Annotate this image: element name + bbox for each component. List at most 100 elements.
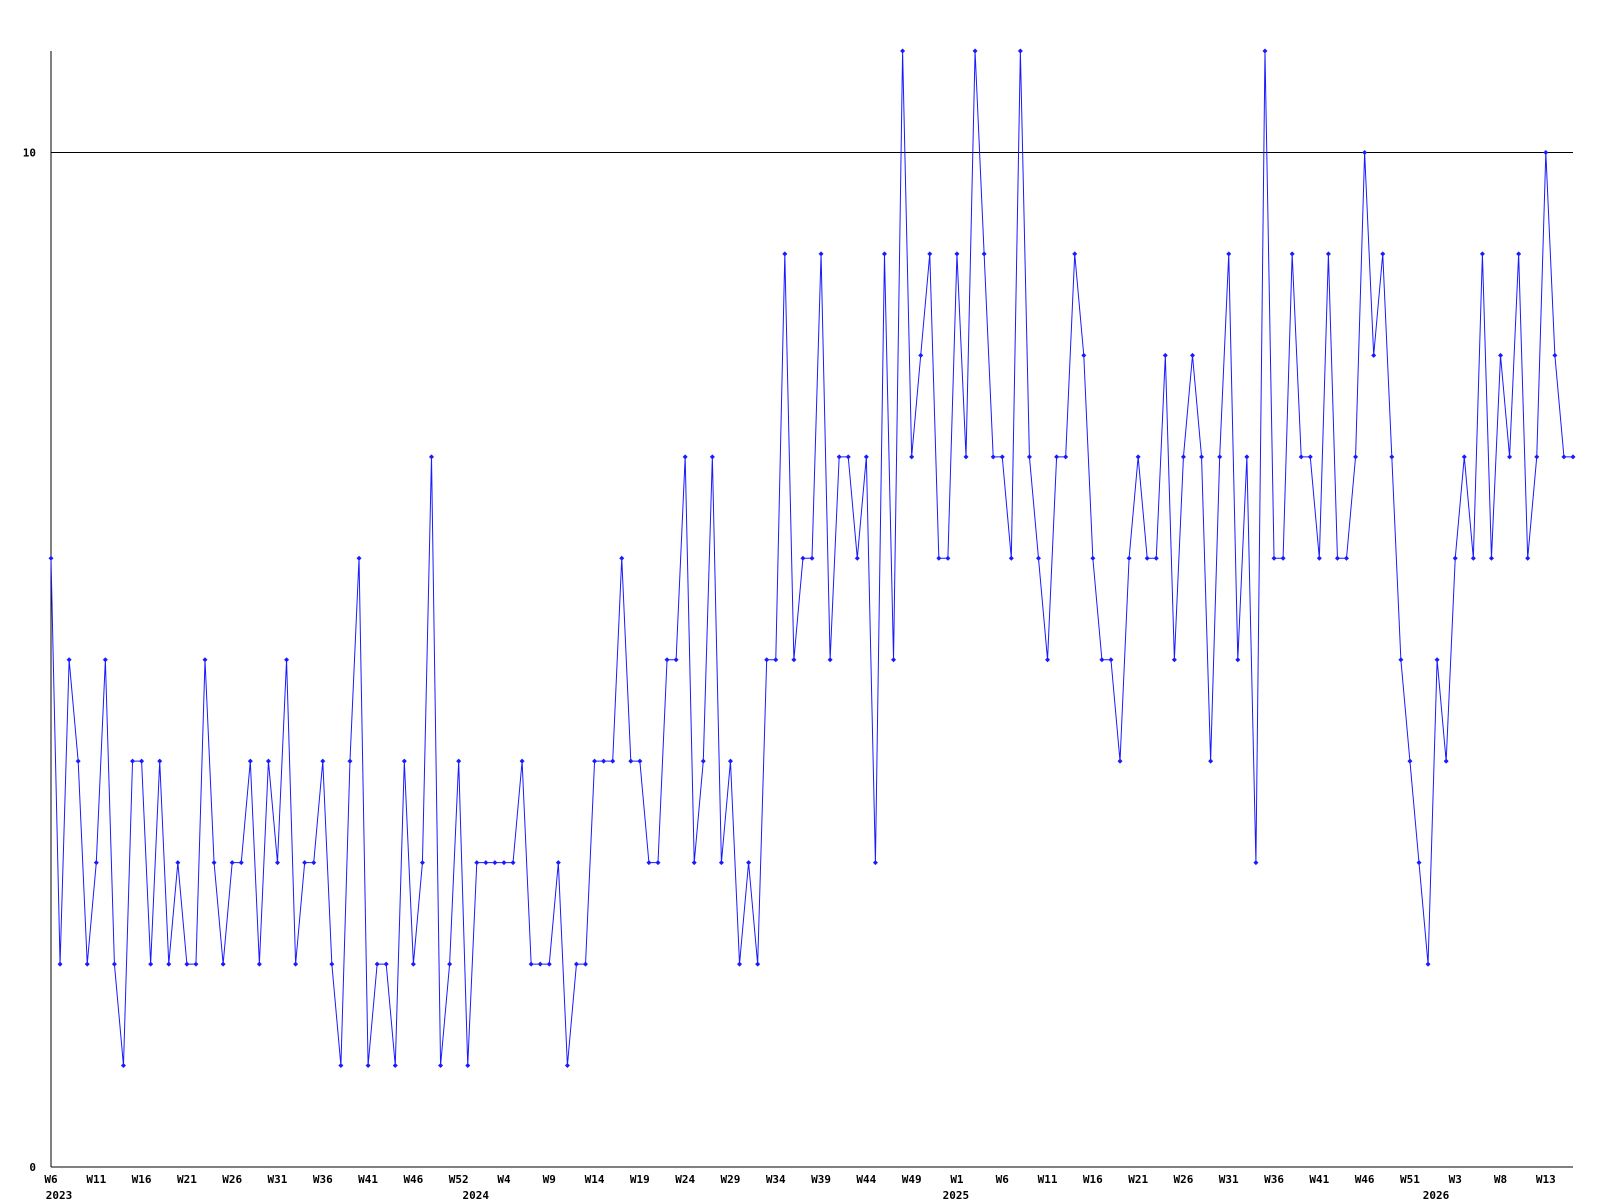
year-label: 2026 bbox=[1423, 1189, 1450, 1200]
data-point bbox=[1316, 555, 1322, 561]
x-tick-label: W36 bbox=[1264, 1173, 1284, 1186]
data-point bbox=[791, 657, 797, 663]
x-tick-label: W49 bbox=[902, 1173, 922, 1186]
data-point bbox=[374, 961, 380, 967]
x-tick-label: W41 bbox=[1309, 1173, 1329, 1186]
data-point bbox=[546, 961, 552, 967]
x-tick-label: W34 bbox=[766, 1173, 786, 1186]
data-point bbox=[1063, 454, 1069, 460]
data-point bbox=[1171, 657, 1177, 663]
data-point bbox=[93, 860, 99, 866]
data-point bbox=[619, 555, 625, 561]
x-tick-label: W11 bbox=[1038, 1173, 1058, 1186]
data-point bbox=[845, 454, 851, 460]
data-point bbox=[238, 860, 244, 866]
x-tick-label: W29 bbox=[721, 1173, 741, 1186]
data-point bbox=[610, 758, 616, 764]
data-point bbox=[1334, 555, 1340, 561]
data-point bbox=[1126, 555, 1132, 561]
data-point bbox=[1280, 555, 1286, 561]
data-point bbox=[1461, 454, 1467, 460]
x-tick-label: W4 bbox=[497, 1173, 511, 1186]
data-point bbox=[1289, 251, 1295, 257]
x-tick-label: W26 bbox=[222, 1173, 242, 1186]
data-point bbox=[347, 758, 353, 764]
data-point bbox=[927, 251, 933, 257]
x-tick-label: W14 bbox=[585, 1173, 605, 1186]
data-point bbox=[945, 555, 951, 561]
data-point bbox=[1443, 758, 1449, 764]
data-point bbox=[383, 961, 389, 967]
x-tick-label: W9 bbox=[543, 1173, 556, 1186]
data-point bbox=[872, 860, 878, 866]
data-point bbox=[1153, 555, 1159, 561]
data-point bbox=[718, 860, 724, 866]
data-point bbox=[265, 758, 271, 764]
data-point bbox=[1035, 555, 1041, 561]
data-point bbox=[972, 48, 978, 54]
data-point bbox=[157, 758, 163, 764]
data-point bbox=[537, 961, 543, 967]
data-point bbox=[900, 48, 906, 54]
data-point bbox=[311, 860, 317, 866]
data-point bbox=[510, 860, 516, 866]
data-point bbox=[1479, 251, 1485, 257]
data-point bbox=[220, 961, 226, 967]
data-point bbox=[963, 454, 969, 460]
data-point bbox=[1362, 149, 1368, 155]
data-point bbox=[175, 860, 181, 866]
data-point bbox=[429, 454, 434, 460]
data-point bbox=[211, 860, 217, 866]
data-point bbox=[1525, 555, 1531, 561]
data-point bbox=[1425, 961, 1431, 967]
data-point bbox=[1008, 555, 1014, 561]
data-point bbox=[1208, 758, 1214, 764]
data-point bbox=[1470, 555, 1476, 561]
data-point bbox=[1244, 454, 1250, 460]
data-point bbox=[918, 352, 924, 358]
data-point bbox=[111, 961, 117, 967]
data-point bbox=[818, 251, 824, 257]
data-point bbox=[66, 657, 72, 663]
data-point bbox=[410, 961, 416, 967]
data-point bbox=[782, 251, 788, 257]
data-point bbox=[637, 758, 643, 764]
data-point bbox=[1507, 454, 1513, 460]
data-point bbox=[57, 961, 63, 967]
data-point bbox=[1498, 352, 1504, 358]
data-point bbox=[130, 758, 136, 764]
data-point bbox=[564, 1063, 570, 1069]
x-tick-label: W19 bbox=[630, 1173, 650, 1186]
data-point bbox=[1534, 454, 1540, 460]
data-point bbox=[601, 758, 607, 764]
data-point bbox=[519, 758, 525, 764]
data-point bbox=[419, 860, 425, 866]
data-point bbox=[646, 860, 652, 866]
data-point bbox=[274, 860, 280, 866]
data-point bbox=[438, 1063, 444, 1069]
x-tick-label: W46 bbox=[1355, 1173, 1375, 1186]
data-point bbox=[75, 758, 81, 764]
data-point bbox=[755, 961, 761, 967]
data-point bbox=[673, 657, 679, 663]
data-point bbox=[836, 454, 842, 460]
x-tick-label: W31 bbox=[1219, 1173, 1239, 1186]
data-point bbox=[737, 961, 743, 967]
data-point bbox=[302, 860, 308, 866]
data-point bbox=[1099, 657, 1105, 663]
data-point bbox=[1407, 758, 1413, 764]
data-point bbox=[465, 1063, 471, 1069]
data-point bbox=[1135, 454, 1141, 460]
x-tick-label: W16 bbox=[1083, 1173, 1103, 1186]
data-point bbox=[936, 555, 942, 561]
data-point bbox=[573, 961, 579, 967]
data-point bbox=[1199, 454, 1205, 460]
data-point bbox=[827, 657, 833, 663]
data-point bbox=[247, 758, 253, 764]
data-point bbox=[809, 555, 815, 561]
x-tick-label: W41 bbox=[358, 1173, 378, 1186]
data-point bbox=[1325, 251, 1331, 257]
data-point bbox=[1488, 555, 1494, 561]
x-tick-label: W3 bbox=[1449, 1173, 1462, 1186]
